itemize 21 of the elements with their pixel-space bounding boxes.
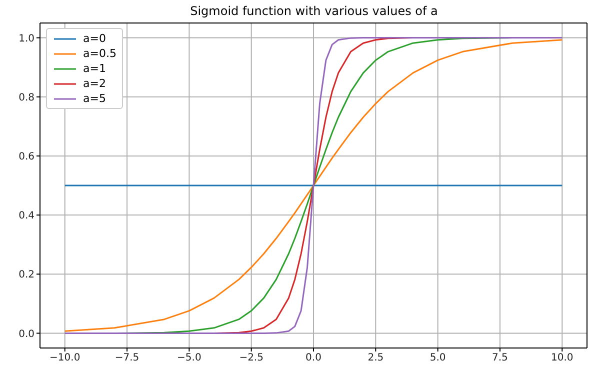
legend-label: a=0.5 (83, 46, 116, 61)
legend-label: a=1 (83, 61, 106, 76)
x-tick-label: 0.0 (306, 352, 322, 364)
legend-label: a=5 (83, 91, 106, 106)
x-tick-label: 2.5 (368, 352, 384, 364)
y-tick-label: 1.0 (18, 33, 34, 44)
x-tick-label: −7.5 (114, 352, 140, 364)
legend-label: a=0 (83, 31, 106, 46)
x-tick-label: 5.0 (430, 352, 446, 364)
x-tick-label: 10.0 (551, 352, 574, 364)
x-tick-label: −10.0 (50, 352, 80, 364)
x-tick-label: −2.5 (239, 352, 264, 364)
y-tick-label: 0.0 (18, 328, 34, 340)
y-tick-label: 0.8 (18, 92, 34, 104)
chart-title: Sigmoid function with various values of a (189, 4, 439, 18)
y-tick-label: 0.2 (18, 270, 34, 281)
y-tick-label: 0.4 (18, 210, 34, 222)
x-tick-label: 7.5 (492, 352, 508, 364)
x-tick-label: −5.0 (177, 352, 202, 364)
y-tick-label: 0.6 (18, 152, 34, 163)
legend-label: a=2 (83, 76, 106, 91)
